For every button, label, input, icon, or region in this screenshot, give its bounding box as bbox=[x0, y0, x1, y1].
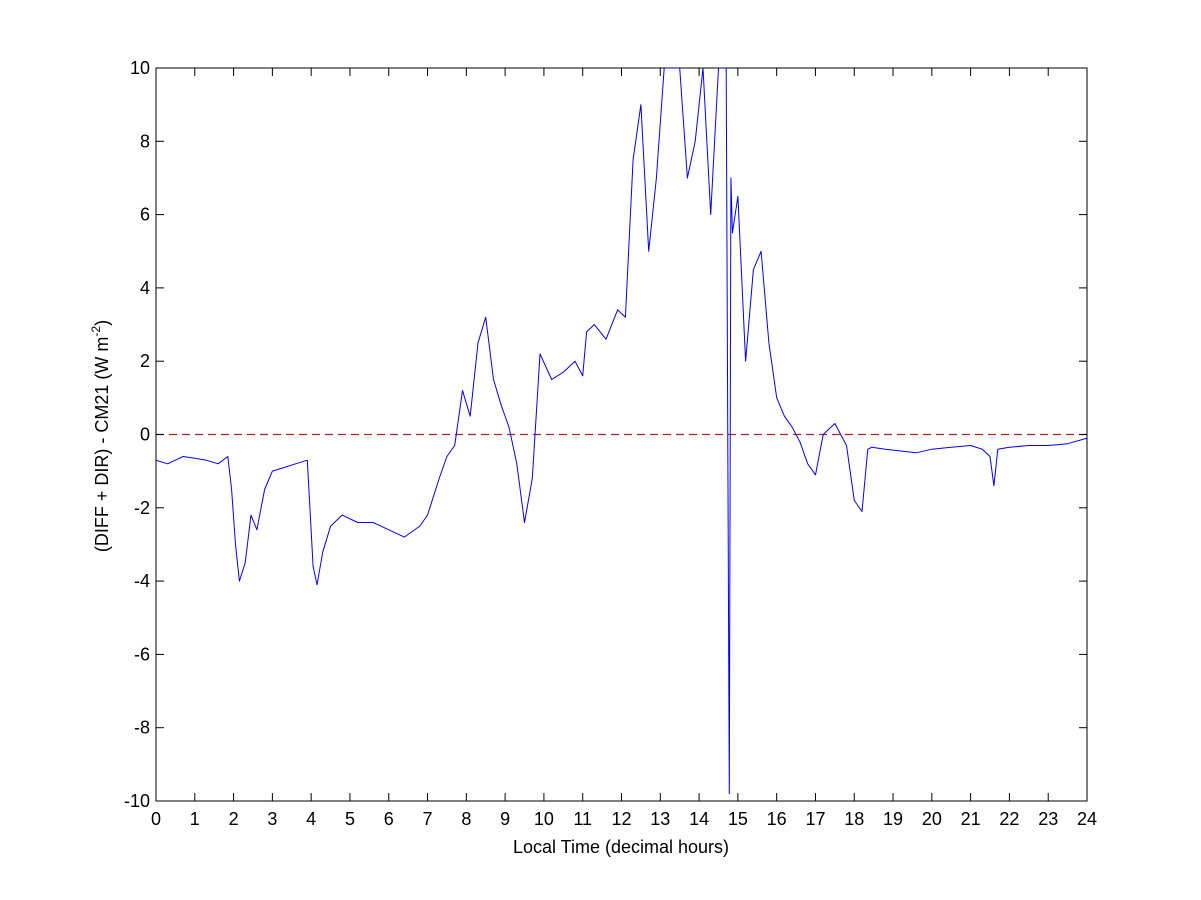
y-axis-label: (DIFF + DIR) - CM21 (W m-2) bbox=[89, 320, 112, 552]
y-axis-label-main: (DIFF + DIR) - CM21 (W m bbox=[92, 337, 112, 552]
series-group bbox=[156, 68, 1087, 795]
y-tick-label: 10 bbox=[130, 58, 150, 78]
x-tick-label: 7 bbox=[423, 809, 433, 829]
y-tick-label: 0 bbox=[140, 425, 150, 445]
x-tick-label: 6 bbox=[384, 809, 394, 829]
x-tick-label: 1 bbox=[190, 809, 200, 829]
y-axis-label-suffix: ) bbox=[92, 320, 112, 326]
x-tick-label: 15 bbox=[728, 809, 748, 829]
plot-frame bbox=[155, 67, 1088, 802]
tick-marks bbox=[155, 67, 1088, 802]
x-tick-label: 23 bbox=[1038, 809, 1058, 829]
y-tick-label: 4 bbox=[140, 278, 150, 298]
x-tick-label: 11 bbox=[573, 809, 592, 829]
x-tick-label: 10 bbox=[534, 809, 554, 829]
x-tick-label: 5 bbox=[345, 809, 355, 829]
plot-area bbox=[155, 67, 1088, 802]
x-tick-label: 20 bbox=[922, 809, 942, 829]
x-tick-label: 18 bbox=[844, 809, 864, 829]
x-tick-label: 2 bbox=[229, 809, 239, 829]
x-tick-labels: 0 1 2 3 4 5 6 7 8 9 10 11 12 13 14 15 16 17 18 19 20 21 22 23 24 bbox=[151, 809, 1097, 829]
x-axis-label: Local Time (decimal hours) bbox=[513, 837, 729, 857]
x-tick-label: 24 bbox=[1077, 809, 1097, 829]
x-tick-label: 4 bbox=[306, 809, 316, 829]
x-tick-label: 12 bbox=[611, 809, 631, 829]
series-line-0 bbox=[156, 68, 1087, 795]
y-tick-label: -6 bbox=[134, 644, 150, 664]
y-tick-label: -8 bbox=[134, 718, 150, 738]
x-tick-label: 9 bbox=[500, 809, 510, 829]
x-tick-label: 8 bbox=[461, 809, 471, 829]
x-tick-label: 22 bbox=[999, 809, 1019, 829]
x-tick-label: 14 bbox=[689, 809, 709, 829]
y-tick-labels: -10 -8 -6 -4 -2 0 2 4 6 8 10 bbox=[124, 58, 150, 811]
x-tick-label: 16 bbox=[767, 809, 787, 829]
x-tick-label: 19 bbox=[883, 809, 903, 829]
y-tick-label: -10 bbox=[124, 791, 150, 811]
x-tick-label: 13 bbox=[650, 809, 670, 829]
y-tick-label: 2 bbox=[140, 351, 150, 371]
x-tick-label: 17 bbox=[805, 809, 825, 829]
x-tick-label: 3 bbox=[267, 809, 277, 829]
x-tick-label: 21 bbox=[961, 809, 981, 829]
y-tick-label: -2 bbox=[134, 498, 150, 518]
x-tick-label: 0 bbox=[151, 809, 161, 829]
y-tick-label: 6 bbox=[140, 205, 150, 225]
y-tick-label: 8 bbox=[140, 131, 150, 151]
y-tick-label: -4 bbox=[134, 571, 150, 591]
y-axis-label-superscript: -2 bbox=[89, 326, 103, 337]
